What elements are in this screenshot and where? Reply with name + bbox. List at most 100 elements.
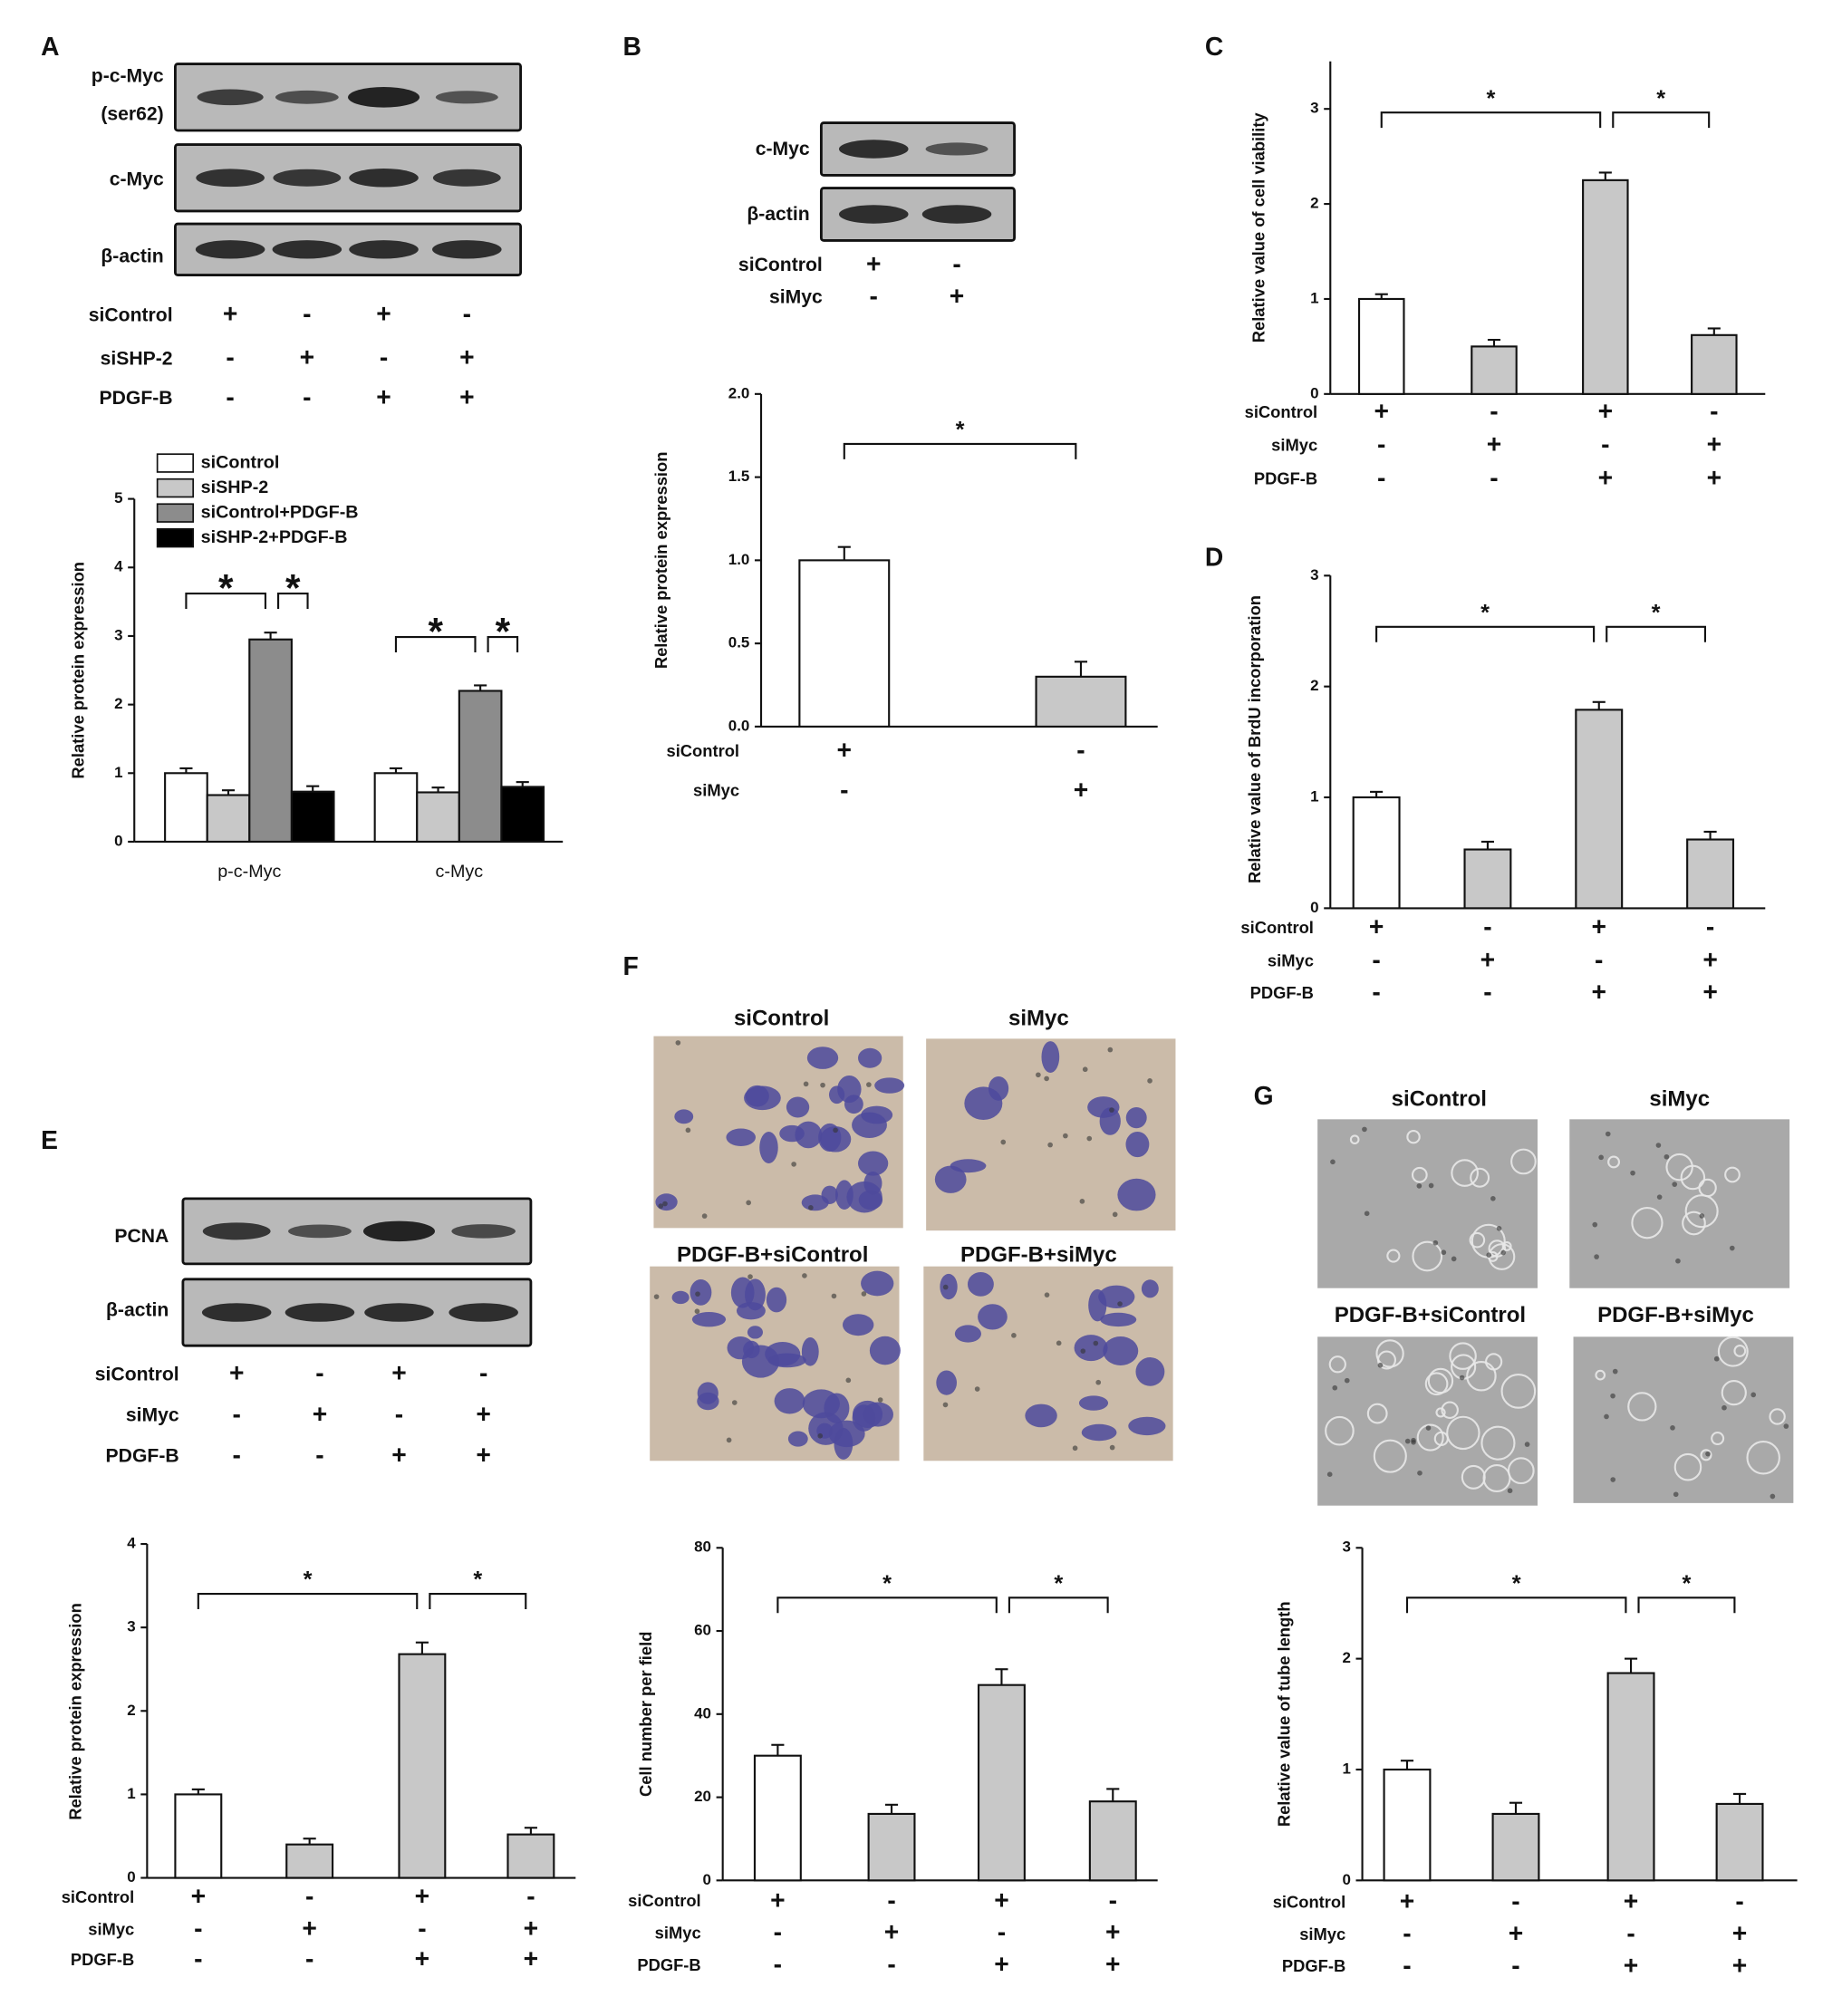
bar bbox=[506, 1833, 555, 1879]
condition-mark: + bbox=[1598, 396, 1613, 425]
pore bbox=[1417, 1470, 1422, 1476]
condition-mark: + bbox=[1487, 429, 1501, 458]
condition-mark: - bbox=[1403, 1951, 1411, 1980]
cell bbox=[730, 1277, 755, 1308]
pore bbox=[1326, 1471, 1333, 1478]
y-tick-label: 2 bbox=[1342, 1649, 1350, 1666]
condition-label: siMyc bbox=[1299, 1924, 1345, 1944]
cell bbox=[967, 1271, 994, 1297]
significance-label: * bbox=[1652, 600, 1661, 625]
cell bbox=[1125, 1106, 1147, 1129]
bar bbox=[753, 1754, 802, 1882]
condition-mark: + bbox=[391, 1440, 406, 1469]
condition-mark: - bbox=[1109, 1886, 1117, 1915]
legend-swatch bbox=[156, 503, 195, 523]
significance-label: * bbox=[496, 610, 511, 652]
panel-letter: D bbox=[1205, 542, 1223, 571]
condition-mark: - bbox=[232, 1399, 240, 1428]
error-bar bbox=[415, 1641, 429, 1654]
cell bbox=[1074, 1335, 1108, 1362]
condition-mark: - bbox=[1511, 1951, 1519, 1980]
cell bbox=[787, 1431, 808, 1447]
pore bbox=[1750, 1392, 1757, 1398]
blot-band bbox=[348, 87, 420, 108]
y-tick-label: 0 bbox=[1342, 1871, 1350, 1888]
significance-bracket bbox=[277, 593, 309, 610]
panel-letter: F bbox=[623, 951, 639, 980]
y-axis-label: Relative protein expression bbox=[66, 1603, 85, 1820]
error-bar bbox=[1400, 1760, 1414, 1770]
condition-mark: + bbox=[1592, 977, 1606, 1006]
pore bbox=[1080, 1348, 1086, 1355]
micrograph-title: PDGF-B+siMyc bbox=[960, 1243, 1117, 1268]
condition-mark: - bbox=[1076, 736, 1085, 765]
y-tick-label: 0 bbox=[127, 1868, 135, 1886]
bar bbox=[1352, 796, 1401, 910]
cell bbox=[857, 1151, 889, 1176]
legend-label: siControl bbox=[201, 452, 280, 472]
error-bar bbox=[1487, 338, 1501, 347]
blot-box bbox=[181, 1278, 533, 1347]
error-bar bbox=[1592, 700, 1606, 710]
pore bbox=[831, 1293, 837, 1299]
pore bbox=[1044, 1292, 1050, 1298]
condition-mark: + bbox=[1105, 1949, 1120, 1978]
condition-mark: + bbox=[229, 1358, 244, 1387]
blot-label: β-actin bbox=[747, 204, 809, 225]
condition-mark: - bbox=[303, 299, 311, 328]
cell bbox=[846, 1181, 882, 1213]
y-tick-label: 3 bbox=[1310, 566, 1318, 584]
bar bbox=[1463, 848, 1512, 910]
blot-band bbox=[275, 90, 339, 104]
pore bbox=[1500, 1249, 1506, 1256]
tube-node bbox=[1769, 1408, 1786, 1425]
tube-node bbox=[1510, 1148, 1537, 1175]
condition-mark: + bbox=[950, 281, 964, 310]
y-tick-label: 3 bbox=[114, 626, 122, 643]
pore bbox=[1699, 1213, 1705, 1219]
error-bar bbox=[389, 767, 403, 774]
y-axis-label: Relative value of cell viability bbox=[1249, 112, 1268, 343]
condition-mark: - bbox=[952, 249, 960, 278]
significance-label: * bbox=[428, 610, 443, 652]
micrograph-title: siControl bbox=[734, 1007, 829, 1031]
condition-mark: + bbox=[376, 299, 391, 328]
condition-mark: + bbox=[1624, 1886, 1638, 1915]
condition-mark: - bbox=[194, 1914, 202, 1943]
pore bbox=[685, 1127, 691, 1133]
error-bar bbox=[516, 781, 529, 787]
pore bbox=[662, 1201, 668, 1207]
tube-node bbox=[1366, 1403, 1388, 1424]
error-bar bbox=[771, 1743, 785, 1756]
pore bbox=[1330, 1159, 1336, 1165]
micrograph-title: siControl bbox=[1392, 1086, 1487, 1111]
pore bbox=[1011, 1333, 1017, 1338]
tube-node bbox=[1373, 1439, 1407, 1473]
blot-band bbox=[839, 140, 909, 159]
condition-label: PDGF-B bbox=[71, 1950, 134, 1969]
pore bbox=[1428, 1182, 1434, 1189]
bar bbox=[1582, 178, 1629, 395]
cell bbox=[940, 1273, 958, 1300]
condition-mark: - bbox=[1403, 1919, 1411, 1948]
condition-label: PDGF-B bbox=[637, 1955, 700, 1974]
tube-node bbox=[1433, 1431, 1449, 1446]
pore bbox=[695, 1291, 700, 1297]
bar bbox=[1715, 1802, 1764, 1882]
bar bbox=[206, 794, 251, 844]
condition-mark: + bbox=[1702, 945, 1717, 974]
error-bar bbox=[1598, 171, 1612, 180]
condition-mark: - bbox=[1483, 977, 1491, 1006]
pore bbox=[731, 1400, 738, 1405]
condition-mark: - bbox=[774, 1949, 782, 1978]
condition-label: siMyc bbox=[655, 1923, 701, 1942]
tube-node bbox=[1484, 1353, 1503, 1371]
condition-mark: - bbox=[315, 1440, 323, 1469]
condition-mark: + bbox=[994, 1886, 1008, 1915]
blot-band bbox=[201, 1303, 272, 1322]
pore bbox=[1507, 1488, 1513, 1494]
condition-mark: + bbox=[223, 299, 237, 328]
cell bbox=[1088, 1288, 1107, 1322]
condition-mark: - bbox=[305, 1882, 313, 1911]
significance-bracket bbox=[394, 636, 477, 653]
